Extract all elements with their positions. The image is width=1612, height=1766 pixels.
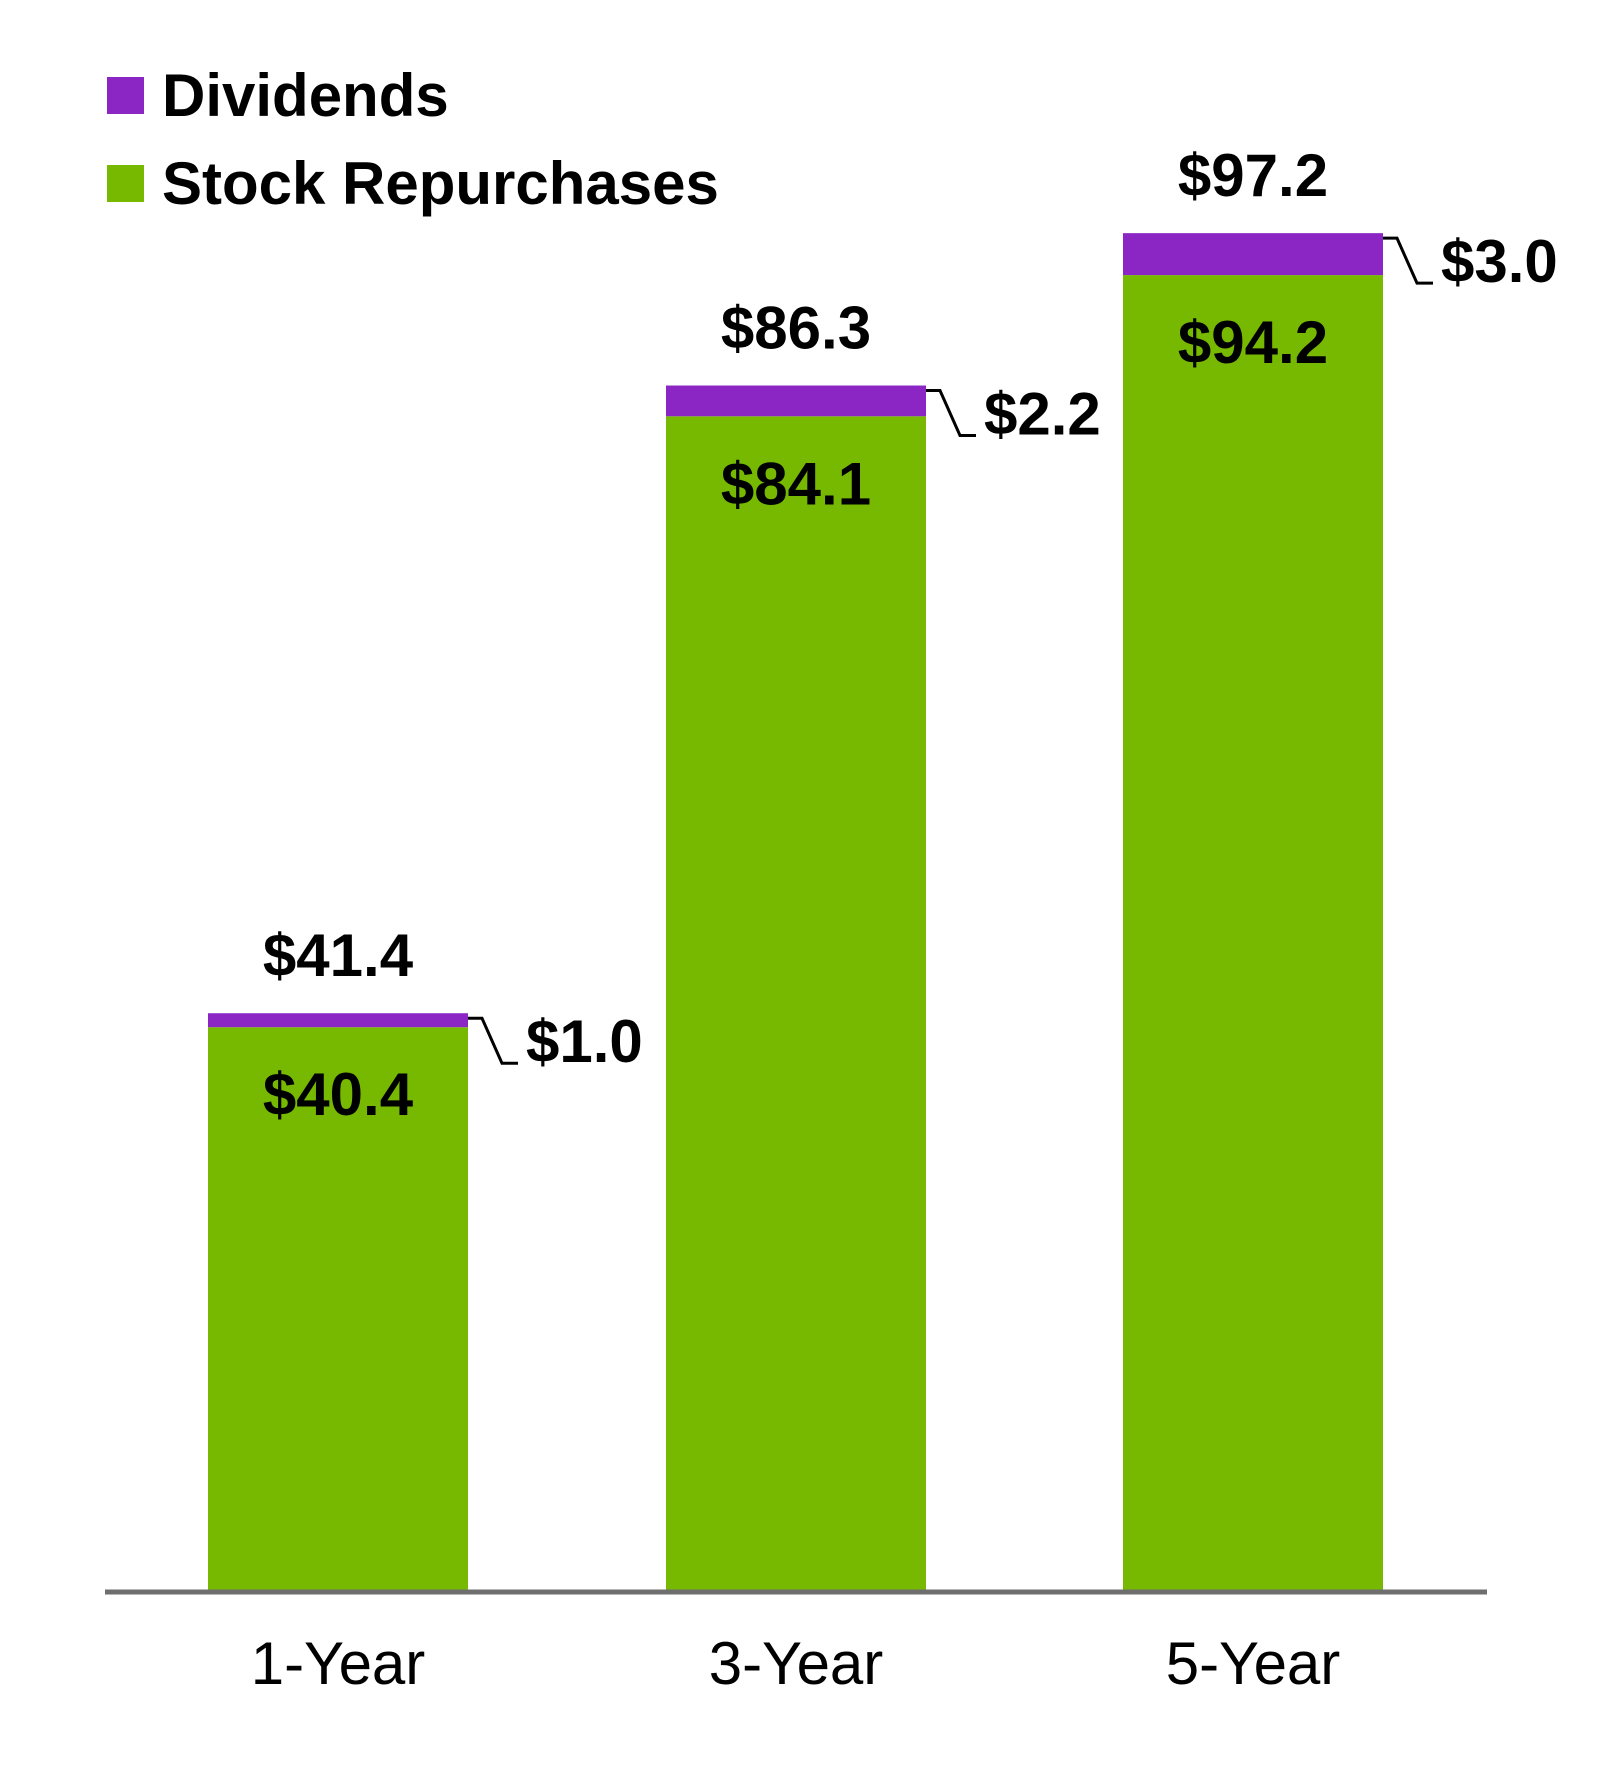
x-tick-label-1-year: 1-Year (251, 1630, 426, 1697)
data-label-dividends-5-year: $3.0 (1441, 228, 1558, 295)
labels-layer: $40.4 $1.0 $41.4 $84.1 $2.2 $86.3 $94.2 $3.0 $97… (263, 142, 1558, 1128)
x-tick-label-3-year: 3-Year (709, 1630, 884, 1697)
bars-layer (208, 233, 1383, 1593)
x-axis-ticks: 1-Year 3-Year 5-Year (251, 1630, 1341, 1697)
bar-dividends-5-year (1123, 233, 1383, 276)
bar-dividends-3-year (666, 385, 926, 417)
leader-line-dividends-5-year (1383, 236, 1433, 285)
bar-dividends-1-year (208, 1013, 468, 1028)
bar-stock-repurchases-1-year (208, 1027, 468, 1592)
x-tick-label-5-year: 5-Year (1166, 1630, 1341, 1697)
leader-line-dividends-3-year (926, 389, 976, 438)
total-label-3-year: $86.3 (721, 295, 871, 362)
bar-stock-repurchases-3-year (666, 416, 926, 1593)
legend-swatch-dividends (107, 77, 144, 114)
legend-label-stock-repurchases: Stock Repurchases (162, 150, 719, 217)
data-label-dividends-1-year: $1.0 (526, 1008, 643, 1075)
chart-legend: Dividends Stock Repurchases (107, 62, 719, 217)
total-label-1-year: $41.4 (263, 922, 414, 989)
data-label-stock-repurchases-1-year: $40.4 (263, 1061, 414, 1128)
legend-label-dividends: Dividends (162, 62, 449, 129)
data-label-stock-repurchases-3-year: $84.1 (721, 450, 871, 517)
data-label-stock-repurchases-5-year: $94.2 (1178, 309, 1328, 376)
bar-stock-repurchases-5-year (1123, 275, 1383, 1593)
data-label-dividends-3-year: $2.2 (984, 381, 1101, 448)
legend-swatch-stock-repurchases (107, 165, 144, 202)
total-label-5-year: $97.2 (1178, 142, 1328, 209)
leader-line-dividends-1-year (468, 1016, 518, 1065)
